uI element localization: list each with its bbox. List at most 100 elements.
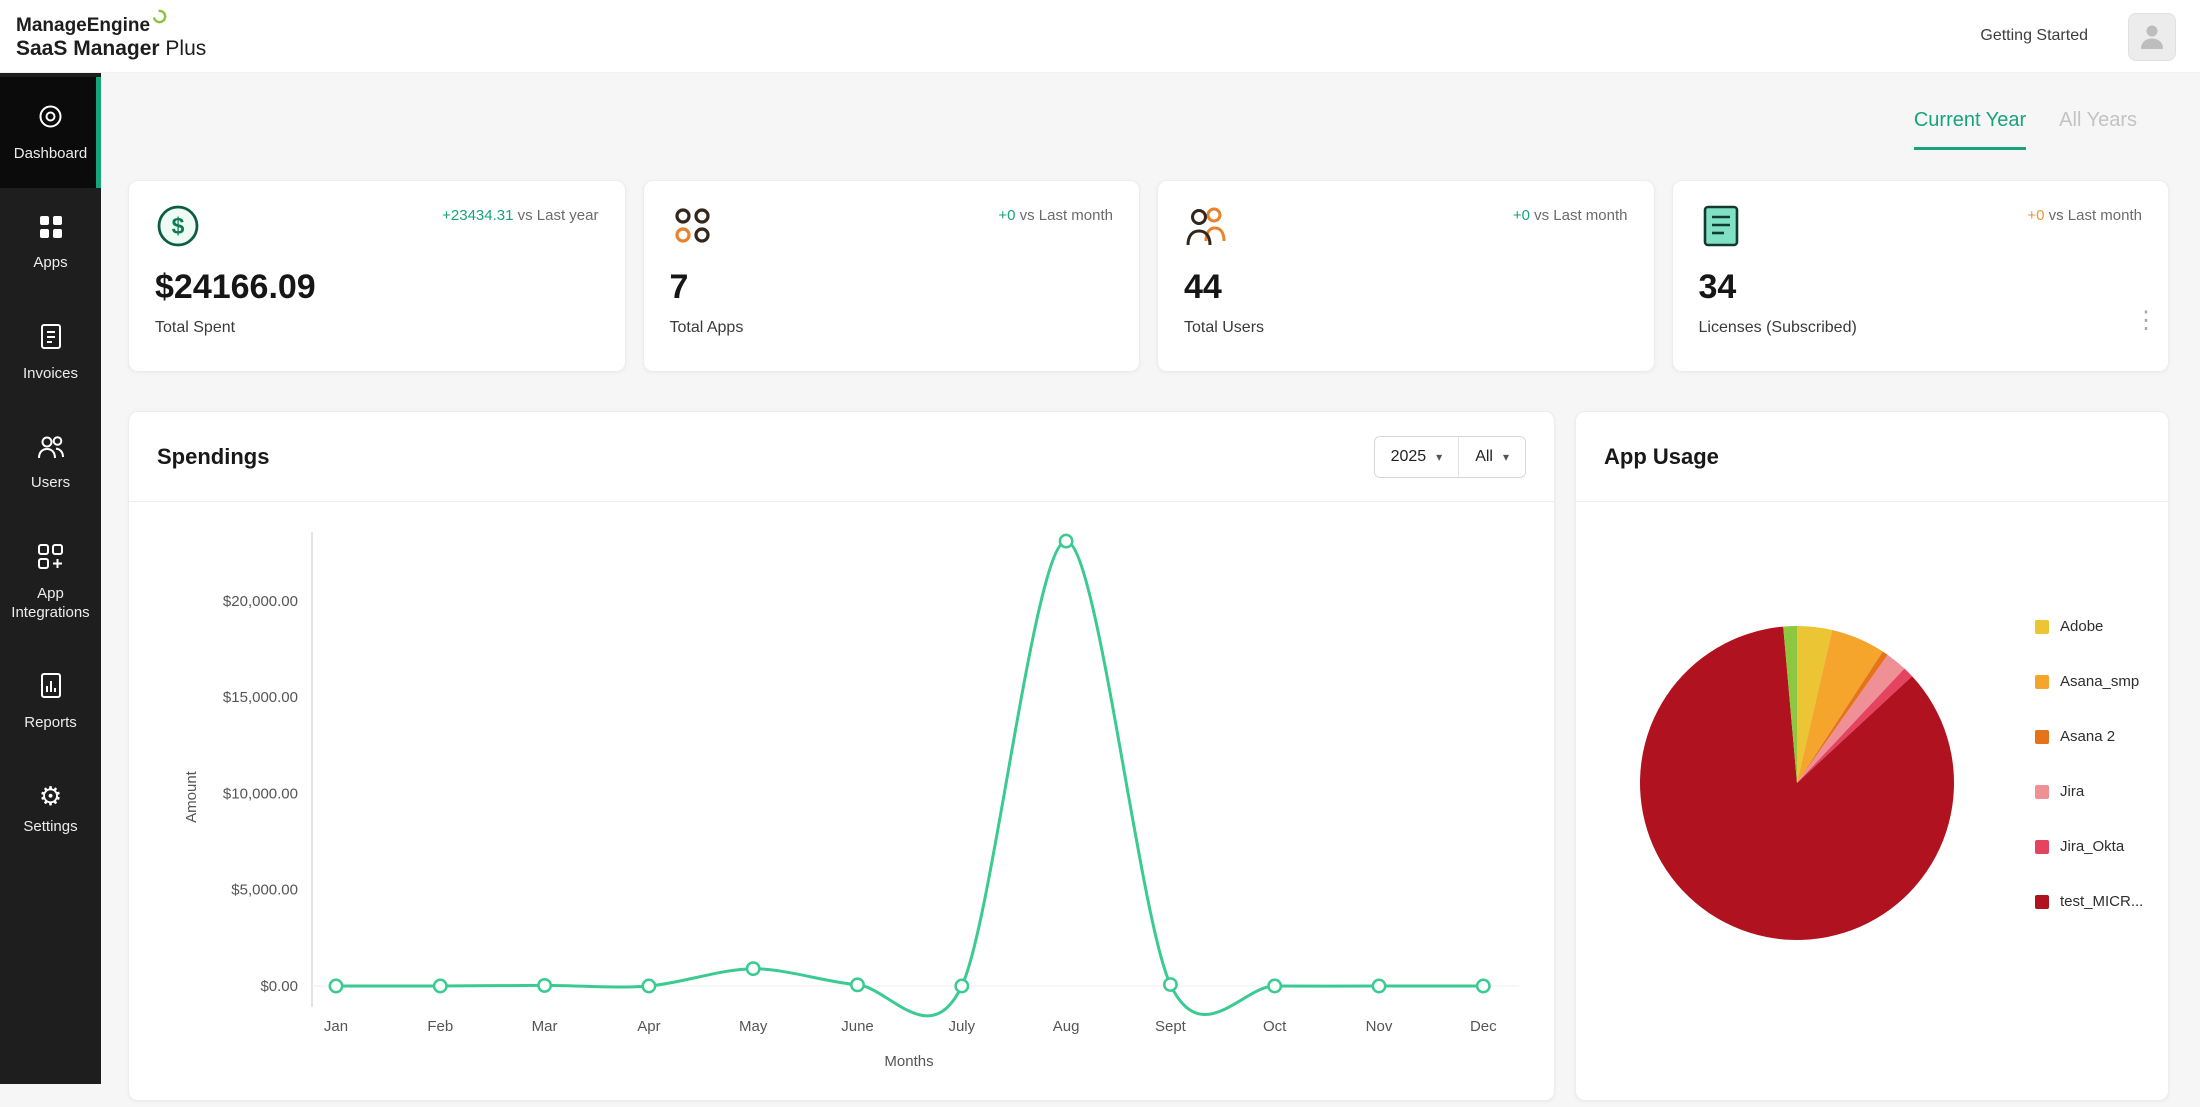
- svg-text:$10,000.00: $10,000.00: [223, 785, 298, 802]
- year-filter-dropdown[interactable]: 2025: [1374, 436, 1459, 477]
- svg-text:July: July: [948, 1018, 975, 1035]
- svg-text:Months: Months: [884, 1053, 933, 1070]
- delta-value: +23434.31: [442, 207, 514, 224]
- logo-swirl-icon: [152, 9, 167, 30]
- two-users-icon: [1184, 207, 1232, 253]
- sidebar-item-label: Apps: [33, 254, 68, 272]
- sidebar-item-users[interactable]: Users: [0, 408, 101, 518]
- stat-value: 7: [669, 268, 689, 306]
- svg-text:Jan: Jan: [324, 1018, 348, 1035]
- logo-product-suffix: Plus: [159, 37, 207, 61]
- legend-label: Asana 2: [2060, 728, 2116, 745]
- app-filter-value: All: [1475, 447, 1493, 465]
- app-integrations-icon: [37, 543, 64, 576]
- tab-all-years[interactable]: All Years: [2059, 109, 2137, 131]
- delta-value: +0: [998, 207, 1016, 224]
- spendings-filters: 2025 All: [1373, 435, 1526, 478]
- svg-text:May: May: [739, 1018, 768, 1035]
- sidebar-item-label: Settings: [23, 817, 78, 835]
- license-doc-icon: [1699, 205, 1743, 253]
- stat-value: 34: [1698, 268, 1737, 306]
- sidebar-item-apps[interactable]: Apps: [0, 188, 101, 298]
- sidebar-item-label: Invoices: [22, 364, 79, 382]
- manageengine-logo: ManageEngine SaaS Manager Plus: [16, 9, 206, 62]
- app-usage-pie-chart: Adobe Asana_smp Asana 2 Jira Jira_Okta t…: [1576, 502, 2170, 1102]
- users-icon: [36, 434, 66, 466]
- svg-text:$0.00: $0.00: [260, 978, 298, 995]
- svg-text:$15,000.00: $15,000.00: [223, 689, 298, 706]
- sidebar-item-label: Reports: [24, 714, 77, 731]
- delta-suffix: vs Last month: [1015, 207, 1113, 224]
- dollar-circle-icon: $: [155, 205, 201, 253]
- main-content: Current Year All Years $ +23434.31 vs La…: [101, 73, 2200, 1101]
- spendings-title: Spendings: [157, 443, 270, 469]
- sidebar-item-label: Users: [30, 474, 71, 492]
- svg-text:Nov: Nov: [1366, 1018, 1393, 1035]
- svg-text:Mar: Mar: [532, 1018, 558, 1035]
- getting-started-link[interactable]: Getting Started: [1980, 27, 2088, 44]
- stat-label: Total Spent: [155, 319, 236, 336]
- svg-text:$: $: [172, 213, 185, 239]
- svg-text:Aug: Aug: [1053, 1018, 1080, 1035]
- tab-current-year[interactable]: Current Year: [1913, 109, 2027, 150]
- apps-grid-icon: [670, 208, 716, 253]
- gear-icon: [39, 783, 62, 809]
- stat-label: Total Users: [1184, 319, 1265, 336]
- stat-value: $24166.09: [155, 268, 316, 306]
- legend-label: Jira: [2060, 783, 2085, 800]
- pie-legend: Adobe Asana_smp Asana 2 Jira Jira_Okta t…: [2035, 599, 2143, 929]
- legend-swatch: [2035, 784, 2049, 799]
- legend-item[interactable]: Jira: [2035, 764, 2143, 819]
- year-filter-value: 2025: [1390, 447, 1427, 465]
- app-filter-dropdown[interactable]: All: [1458, 436, 1525, 477]
- delta-value: +0: [1512, 207, 1530, 224]
- user-avatar[interactable]: [2128, 13, 2176, 61]
- legend-item[interactable]: test_MICR...: [2035, 874, 2143, 929]
- svg-text:Oct: Oct: [1263, 1018, 1287, 1035]
- legend-swatch: [2035, 894, 2049, 909]
- chevron-down-icon: [1503, 451, 1509, 463]
- stat-value: 44: [1184, 268, 1222, 306]
- delta-suffix: vs Last month: [1529, 207, 1628, 224]
- legend-label: Asana_smp: [2060, 673, 2140, 690]
- svg-text:$20,000.00: $20,000.00: [223, 593, 298, 610]
- delta-suffix: vs Last year: [513, 207, 599, 224]
- year-scope-tabs: Current Year All Years: [1913, 109, 2137, 150]
- svg-text:Feb: Feb: [427, 1018, 453, 1035]
- legend-swatch: [2035, 619, 2049, 634]
- app-usage-title: App Usage: [1604, 443, 1719, 469]
- legend-item[interactable]: Jira_Okta: [2035, 819, 2143, 874]
- legend-label: test_MICR...: [2060, 893, 2144, 910]
- sidebar-item-dashboard[interactable]: Dashboard: [0, 77, 101, 188]
- spendings-line-chart: $0.00 $5,000.00 $10,000.00 $15,000.00 $20,00…: [129, 502, 1556, 1102]
- sidebar-item-label: App Integrations: [11, 584, 90, 621]
- svg-text:Apr: Apr: [637, 1018, 660, 1035]
- svg-text:$5,000.00: $5,000.00: [231, 882, 298, 899]
- svg-text:Amount: Amount: [183, 770, 200, 823]
- legend-label: Jira_Okta: [2060, 838, 2125, 855]
- invoices-icon: [39, 323, 63, 356]
- stat-label: Total Apps: [669, 319, 744, 336]
- kebab-menu-icon[interactable]: [2134, 309, 2158, 333]
- app-usage-panel: App Usage Adobe Asana_smp Asana 2 Jira J…: [1575, 411, 2169, 1101]
- sidebar-item-app-integrations[interactable]: App Integrations: [0, 517, 101, 646]
- dashboard-icon: [37, 103, 64, 136]
- legend-item[interactable]: Asana 2: [2035, 709, 2143, 764]
- sidebar-item-invoices[interactable]: Invoices: [0, 297, 101, 408]
- svg-text:Sept: Sept: [1155, 1018, 1187, 1035]
- sidebar-item-settings[interactable]: Settings: [0, 757, 101, 861]
- legend-item[interactable]: Asana_smp: [2035, 654, 2143, 709]
- sidebar-item-reports[interactable]: Reports: [0, 646, 101, 757]
- delta-value: +0: [2027, 207, 2045, 224]
- legend-label: Adobe: [2060, 618, 2104, 635]
- legend-swatch: [2035, 674, 2049, 689]
- stat-cards-row: $ +23434.31 vs Last year $24166.09 Total…: [128, 180, 2169, 372]
- legend-item[interactable]: Adobe: [2035, 599, 2143, 654]
- legend-swatch: [2035, 729, 2049, 744]
- top-header: ManageEngine SaaS Manager Plus Getting S…: [0, 0, 2200, 73]
- svg-text:Dec: Dec: [1470, 1018, 1497, 1035]
- spendings-panel: Spendings 2025 All $0.00 $5,000.00 $10,000…: [128, 411, 1555, 1101]
- svg-text:June: June: [841, 1018, 874, 1035]
- person-icon: [2137, 20, 2167, 55]
- sidebar-nav: Dashboard Apps Invoices Users App Integr…: [0, 73, 101, 1084]
